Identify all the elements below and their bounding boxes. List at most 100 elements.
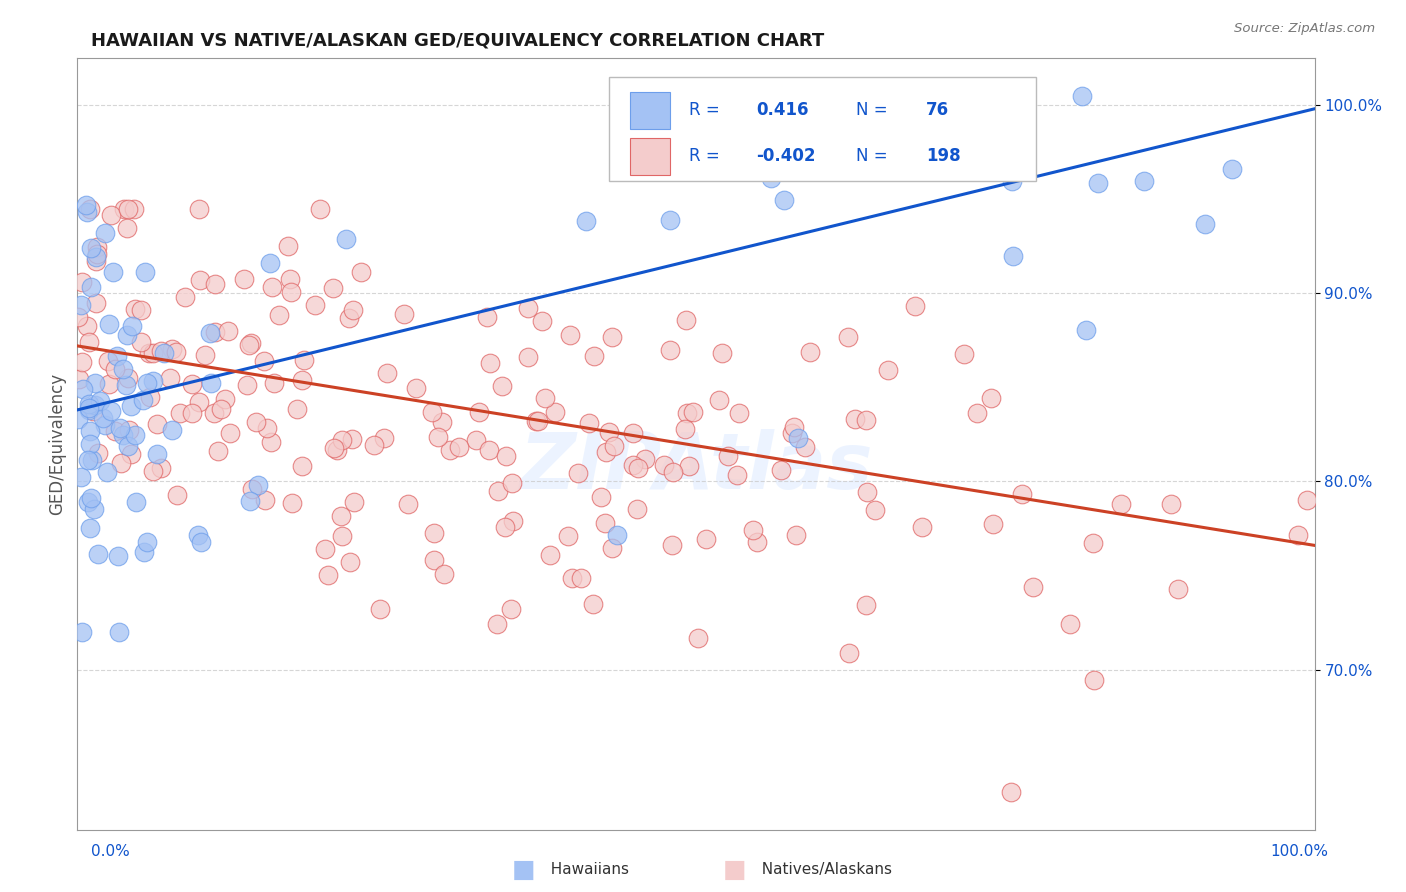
Point [855,413,877,427]
Point [1194,217,1216,231]
Point [98,317,121,331]
Point [82,453,104,467]
Point [980,391,1002,405]
Point [309,202,332,216]
Point [292,352,315,367]
Text: ■: ■ [512,858,536,881]
Point [567,466,589,480]
Point [277,239,299,253]
Point [785,528,807,542]
Point [575,214,598,228]
Point [844,412,866,426]
Point [621,426,644,441]
Point [363,437,385,451]
Point [180,377,202,392]
Point [77,401,100,416]
Point [108,421,131,435]
Point [120,399,142,413]
Point [145,417,167,431]
Point [253,493,276,508]
Point [75,198,97,212]
Point [153,346,176,360]
Point [314,541,336,556]
Text: R =: R = [689,101,724,119]
Point [337,310,360,325]
Point [626,502,648,516]
Point [661,538,683,552]
Point [606,528,628,542]
Point [543,405,565,419]
Text: 0.416: 0.416 [756,101,808,119]
Point [561,571,583,585]
Point [79,202,101,216]
Point [634,451,657,466]
Point [627,461,650,475]
Point [150,343,173,358]
Point [84,253,107,268]
Point [427,430,450,444]
Point [652,458,675,473]
Bar [630,92,671,128]
Point [1081,536,1104,550]
Point [66,310,89,325]
Point [1076,323,1098,337]
Point [79,397,101,411]
Point [160,343,183,357]
Point [335,231,357,245]
Point [491,379,513,393]
Point [209,401,232,416]
Point [291,373,314,387]
Text: ■: ■ [723,858,747,881]
Point [517,301,540,315]
Point [89,393,111,408]
Point [96,465,118,479]
Point [101,265,124,279]
Point [855,598,877,612]
Point [686,631,709,645]
Point [121,318,143,333]
Point [1133,173,1156,187]
Point [125,494,148,508]
Point [981,517,1004,532]
Point [534,391,557,405]
Point [83,398,105,412]
Point [198,326,221,341]
Point [285,401,308,416]
Point [439,443,461,458]
Point [1002,249,1025,263]
Y-axis label: GED/Equivalency: GED/Equivalency [48,373,66,515]
Point [966,406,988,420]
Point [373,431,395,445]
Point [165,345,187,359]
Point [115,327,138,342]
Point [793,441,815,455]
Point [79,437,101,451]
Point [423,553,446,567]
Point [87,446,110,460]
Point [322,281,344,295]
Point [262,280,284,294]
Point [97,353,120,368]
Point [67,372,90,386]
Point [169,406,191,420]
Point [1286,528,1309,542]
Point [707,392,730,407]
Point [233,272,256,286]
Point [1070,88,1092,103]
Point [598,425,620,439]
Point [772,193,794,207]
Point [558,328,581,343]
Point [1083,673,1105,687]
Point [77,403,100,417]
Point [132,392,155,407]
Point [290,459,312,474]
Point [79,280,101,294]
Point [70,298,93,312]
Point [673,421,696,435]
Point [569,571,592,585]
Point [217,324,239,338]
Point [787,431,810,445]
Point [240,483,263,497]
Point [501,476,523,491]
Point [114,377,136,392]
